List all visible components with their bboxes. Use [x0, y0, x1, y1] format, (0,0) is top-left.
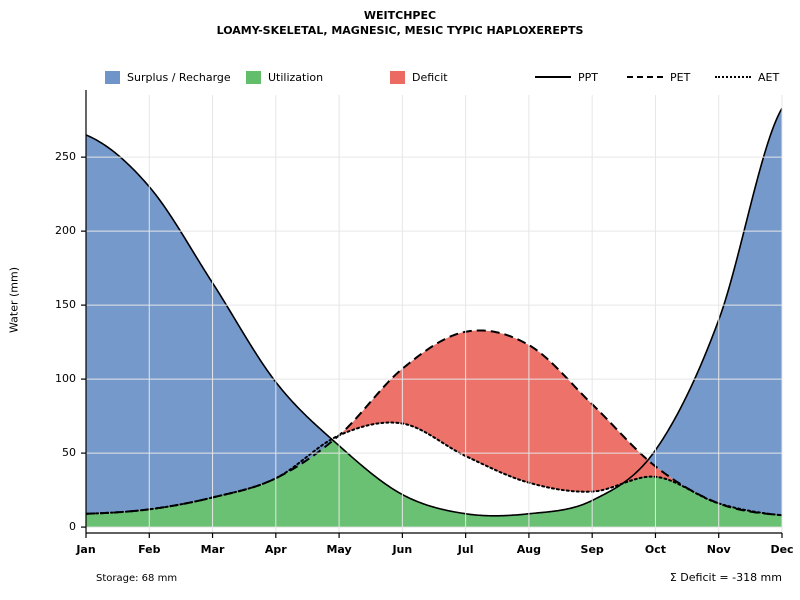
legend-swatch-utilization — [246, 70, 261, 84]
legend-line-ppt — [535, 76, 571, 78]
x-tick-label-sep: Sep — [580, 543, 604, 556]
area-surplus — [648, 108, 782, 516]
x-tick-label-aug: Aug — [516, 543, 542, 556]
legend-item-deficit: Deficit — [390, 68, 448, 86]
storage-annotation: Storage: 68 mm — [96, 573, 178, 584]
legend-item-surplus: Surplus / Recharge — [105, 68, 231, 86]
y-tick-label: 200 — [55, 224, 76, 238]
x-tick-label-nov: Nov — [706, 543, 731, 556]
y-tick-label: 50 — [62, 446, 76, 460]
x-tick-label-jul: Jul — [457, 543, 474, 556]
area-utilization — [86, 439, 782, 528]
x-tick-label-dec: Dec — [770, 543, 794, 556]
x-tick-label-apr: Apr — [264, 543, 287, 556]
y-tick-label: 0 — [69, 520, 76, 534]
legend-line-pet — [627, 76, 663, 78]
legend-swatch-surplus — [105, 70, 120, 84]
legend-label-pet: PET — [670, 70, 691, 84]
line-aet — [86, 421, 782, 517]
legend-item-aet: AET — [715, 68, 779, 86]
x-tick-label-oct: Oct — [644, 543, 667, 556]
line-ppt — [86, 107, 782, 517]
chart-legend: Surplus / Recharge Utilization Deficit P… — [0, 68, 800, 86]
chart-title-line2: LOAMY-SKELETAL, MAGNESIC, MESIC TYPIC HA… — [216, 24, 584, 37]
y-tick-label: 100 — [55, 372, 76, 386]
legend-label-aet: AET — [758, 70, 780, 84]
x-tick-label-mar: Mar — [200, 543, 225, 556]
legend-item-pet: PET — [627, 68, 690, 86]
legend-line-aet — [715, 76, 751, 78]
chart-title-line1: WEITCHPEC — [363, 9, 437, 22]
chart-title: WEITCHPEC LOAMY-SKELETAL, MAGNESIC, MESI… — [0, 8, 800, 38]
legend-item-utilization: Utilization — [246, 68, 323, 86]
area-surplus — [86, 134, 333, 514]
legend-label-utilization: Utilization — [268, 70, 324, 84]
deficit-annotation: Σ Deficit = -318 mm — [669, 571, 782, 584]
x-tick-label-feb: Feb — [138, 543, 161, 556]
legend-item-ppt: PPT — [535, 68, 598, 86]
x-tick-label-jan: Jan — [76, 543, 96, 556]
x-tick-label-may: May — [326, 543, 352, 556]
legend-swatch-deficit — [390, 70, 405, 84]
legend-label-surplus: Surplus / Recharge — [127, 70, 231, 84]
x-tick-label-jun: Jun — [392, 543, 413, 556]
legend-label-ppt: PPT — [578, 70, 598, 84]
legend-label-deficit: Deficit — [412, 70, 448, 84]
y-tick-label: 150 — [55, 298, 76, 312]
y-tick-label: 250 — [55, 150, 76, 164]
